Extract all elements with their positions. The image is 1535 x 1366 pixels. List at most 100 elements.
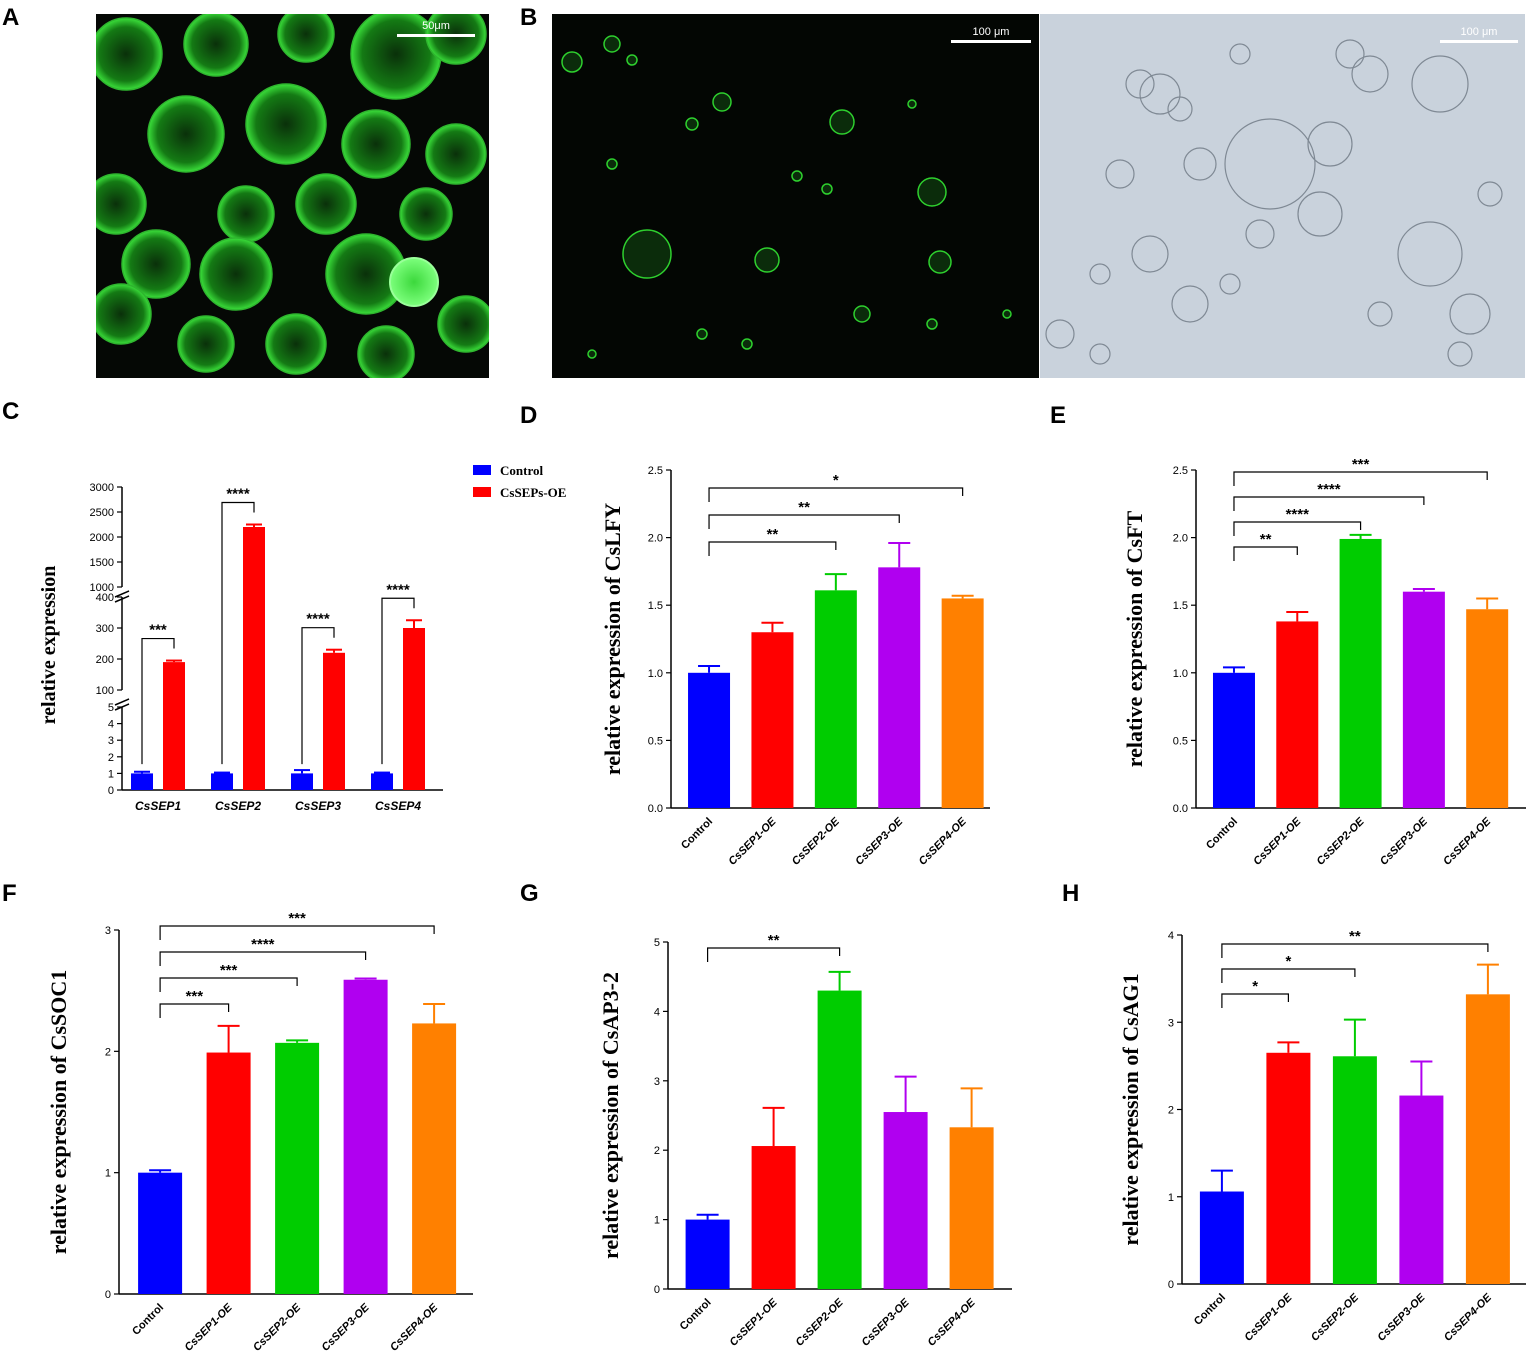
chart-c-bar <box>131 773 153 790</box>
chart-d-significance-bracket <box>708 487 964 502</box>
chart-g-x-tick-label: CsSEP3-OE <box>860 1296 913 1349</box>
chart-h-significance-label: * <box>1285 953 1291 970</box>
chart-d-bar <box>814 590 857 808</box>
chart-c-y-tick-label: 4 <box>108 719 114 731</box>
chart-f-x-tick-label: CsSEP3-OE <box>320 1301 373 1354</box>
chart-g-significance-bracket <box>707 947 841 962</box>
chart-g-bar <box>817 990 862 1289</box>
chart-f-y-label: relative expression of CsSOC1 <box>46 970 71 1255</box>
scale-bar-b-left-line <box>951 40 1031 43</box>
chart-e-bar <box>1276 621 1319 808</box>
chart-c-bar <box>211 773 233 790</box>
fluorescence-micrograph-b <box>552 14 1039 378</box>
chart-d-x-tick-label: CsSEP3-OE <box>853 815 906 868</box>
chart-h-y-tick-label: 3 <box>1168 1017 1174 1029</box>
chart-f-significance-bracket <box>159 1003 230 1018</box>
chart-f-significance-label: *** <box>186 988 204 1005</box>
chart-h-y-label: relative expression of CsAG1 <box>1118 973 1143 1245</box>
chart-f-bar <box>206 1052 251 1294</box>
chart-e-significance-bracket <box>1233 471 1488 486</box>
chart-c-y-tick-label: 2 <box>108 752 114 764</box>
chart-d-significance-bracket <box>708 541 837 556</box>
chart-c-significance-label: **** <box>306 611 330 628</box>
chart-f-bar <box>138 1172 183 1294</box>
chart-c-bar <box>323 652 345 790</box>
chart-g-bar <box>751 1146 796 1289</box>
chart-f-significance-label: **** <box>251 936 275 953</box>
chart-h-bar <box>1465 994 1510 1284</box>
panel-letter-g: G <box>520 880 539 907</box>
chart-e-significance-label: ** <box>1260 531 1272 548</box>
scale-bar-b-right: 100 μm <box>1440 26 1518 43</box>
chart-c-axis-break <box>114 698 130 706</box>
chart-g-y-tick-label: 2 <box>654 1145 660 1157</box>
chart-f-bar <box>275 1042 320 1294</box>
chart-e-x-tick-label: CsSEP4-OE <box>1441 815 1494 868</box>
panel-letter-f: F <box>2 880 17 907</box>
chart-g-significance-label: ** <box>768 932 780 949</box>
chart-d-y-tick-label: 0.5 <box>648 735 663 747</box>
chart-c-y-tick-label: 1000 <box>90 582 114 594</box>
chart-c-y-tick-label: 0 <box>108 785 114 797</box>
chart-c-bar <box>291 773 313 790</box>
chart-h-bar <box>1199 1191 1244 1284</box>
chart-f-x-tick-label: CsSEP2-OE <box>251 1301 304 1354</box>
chart-c-significance-label: **** <box>386 581 410 598</box>
chart-g-x-tick-label: CsSEP1-OE <box>728 1296 781 1349</box>
chart-d-x-tick-label: CsSEP2-OE <box>790 815 843 868</box>
chart-h-x-tick-label: CsSEP3-OE <box>1375 1291 1428 1344</box>
chart-d-x-tick-label: CsSEP1-OE <box>726 815 779 868</box>
chart-g-y-tick-label: 0 <box>654 1284 660 1296</box>
panel-letter-e: E <box>1050 402 1067 429</box>
chart-c-bar <box>163 662 185 790</box>
scale-bar-b-right-label: 100 μm <box>1460 26 1498 38</box>
chart-g-x-tick-label: Control <box>678 1297 714 1333</box>
chart-d-y-tick-label: 2.5 <box>648 465 663 477</box>
chart-c-axis-break <box>114 595 130 603</box>
chart-f-x-tick-label: CsSEP1-OE <box>183 1301 236 1354</box>
chart-c-y-tick-label: 300 <box>96 623 114 635</box>
chart-e-y-tick-label: 2.0 <box>1173 533 1188 545</box>
chart-c-legend-label-oe: CsSEPs-OE <box>500 485 566 500</box>
chart-d-bar <box>751 632 794 808</box>
chart-h-significance-bracket <box>1221 943 1489 958</box>
chart-f-y-tick-label: 3 <box>105 925 111 937</box>
chart-g-x-tick-label: CsSEP4-OE <box>926 1296 979 1349</box>
chart-c-y-tick-label: 1500 <box>90 557 114 569</box>
chart-e-bar <box>1466 609 1509 808</box>
chart-d-significance-label: * <box>833 472 839 489</box>
chart-f-y-tick-label: 2 <box>105 1046 111 1058</box>
chart-f-significance-label: *** <box>288 910 306 927</box>
chart-e-y-tick-label: 0.5 <box>1173 735 1188 747</box>
chart-e-significance-label: *** <box>1352 456 1370 473</box>
chart-c-y-tick-label: 2500 <box>90 507 114 519</box>
chart-d-y-tick-label: 2.0 <box>648 533 663 545</box>
chart-c-y-tick-label: 1 <box>108 768 114 780</box>
chart-h-x-tick-label: CsSEP2-OE <box>1309 1291 1362 1344</box>
chart-d-x-tick-label: CsSEP4-OE <box>917 815 970 868</box>
chart-h-significance-label: * <box>1252 978 1258 995</box>
chart-c-bar <box>243 527 265 790</box>
chart-d-y-label: relative expression of CsLFY <box>600 503 625 775</box>
chart-h-x-tick-label: CsSEP4-OE <box>1442 1291 1495 1344</box>
chart-h-x-tick-label: CsSEP1-OE <box>1242 1291 1295 1344</box>
chart-h-x-tick-label: Control <box>1192 1292 1228 1328</box>
chart-e-y-tick-label: 1.5 <box>1173 600 1188 612</box>
chart-d-y-tick-label: 0.0 <box>648 803 663 815</box>
scale-bar-b-left: 100 μm <box>951 26 1031 43</box>
chart-h-significance-label: ** <box>1349 928 1361 945</box>
chart-e-significance-bracket <box>1233 496 1425 511</box>
chart-d-significance-label: ** <box>767 526 779 543</box>
chart-g-y-tick-label: 3 <box>654 1076 660 1088</box>
chart-h-y-tick-label: 2 <box>1168 1105 1174 1117</box>
chart-h-y-tick-label: 1 <box>1168 1192 1174 1204</box>
chart-h-bar <box>1399 1095 1444 1284</box>
chart-c-x-tick-label: CsSEP1 <box>135 799 181 813</box>
chart-h-bar <box>1332 1056 1377 1284</box>
chart-c-significance-bracket <box>381 597 415 765</box>
chart-f-y-tick-label: 1 <box>105 1168 111 1180</box>
chart-c-bar <box>371 773 393 790</box>
chart-f-bar <box>412 1023 457 1294</box>
chart-e-y-tick-label: 0.0 <box>1173 803 1188 815</box>
